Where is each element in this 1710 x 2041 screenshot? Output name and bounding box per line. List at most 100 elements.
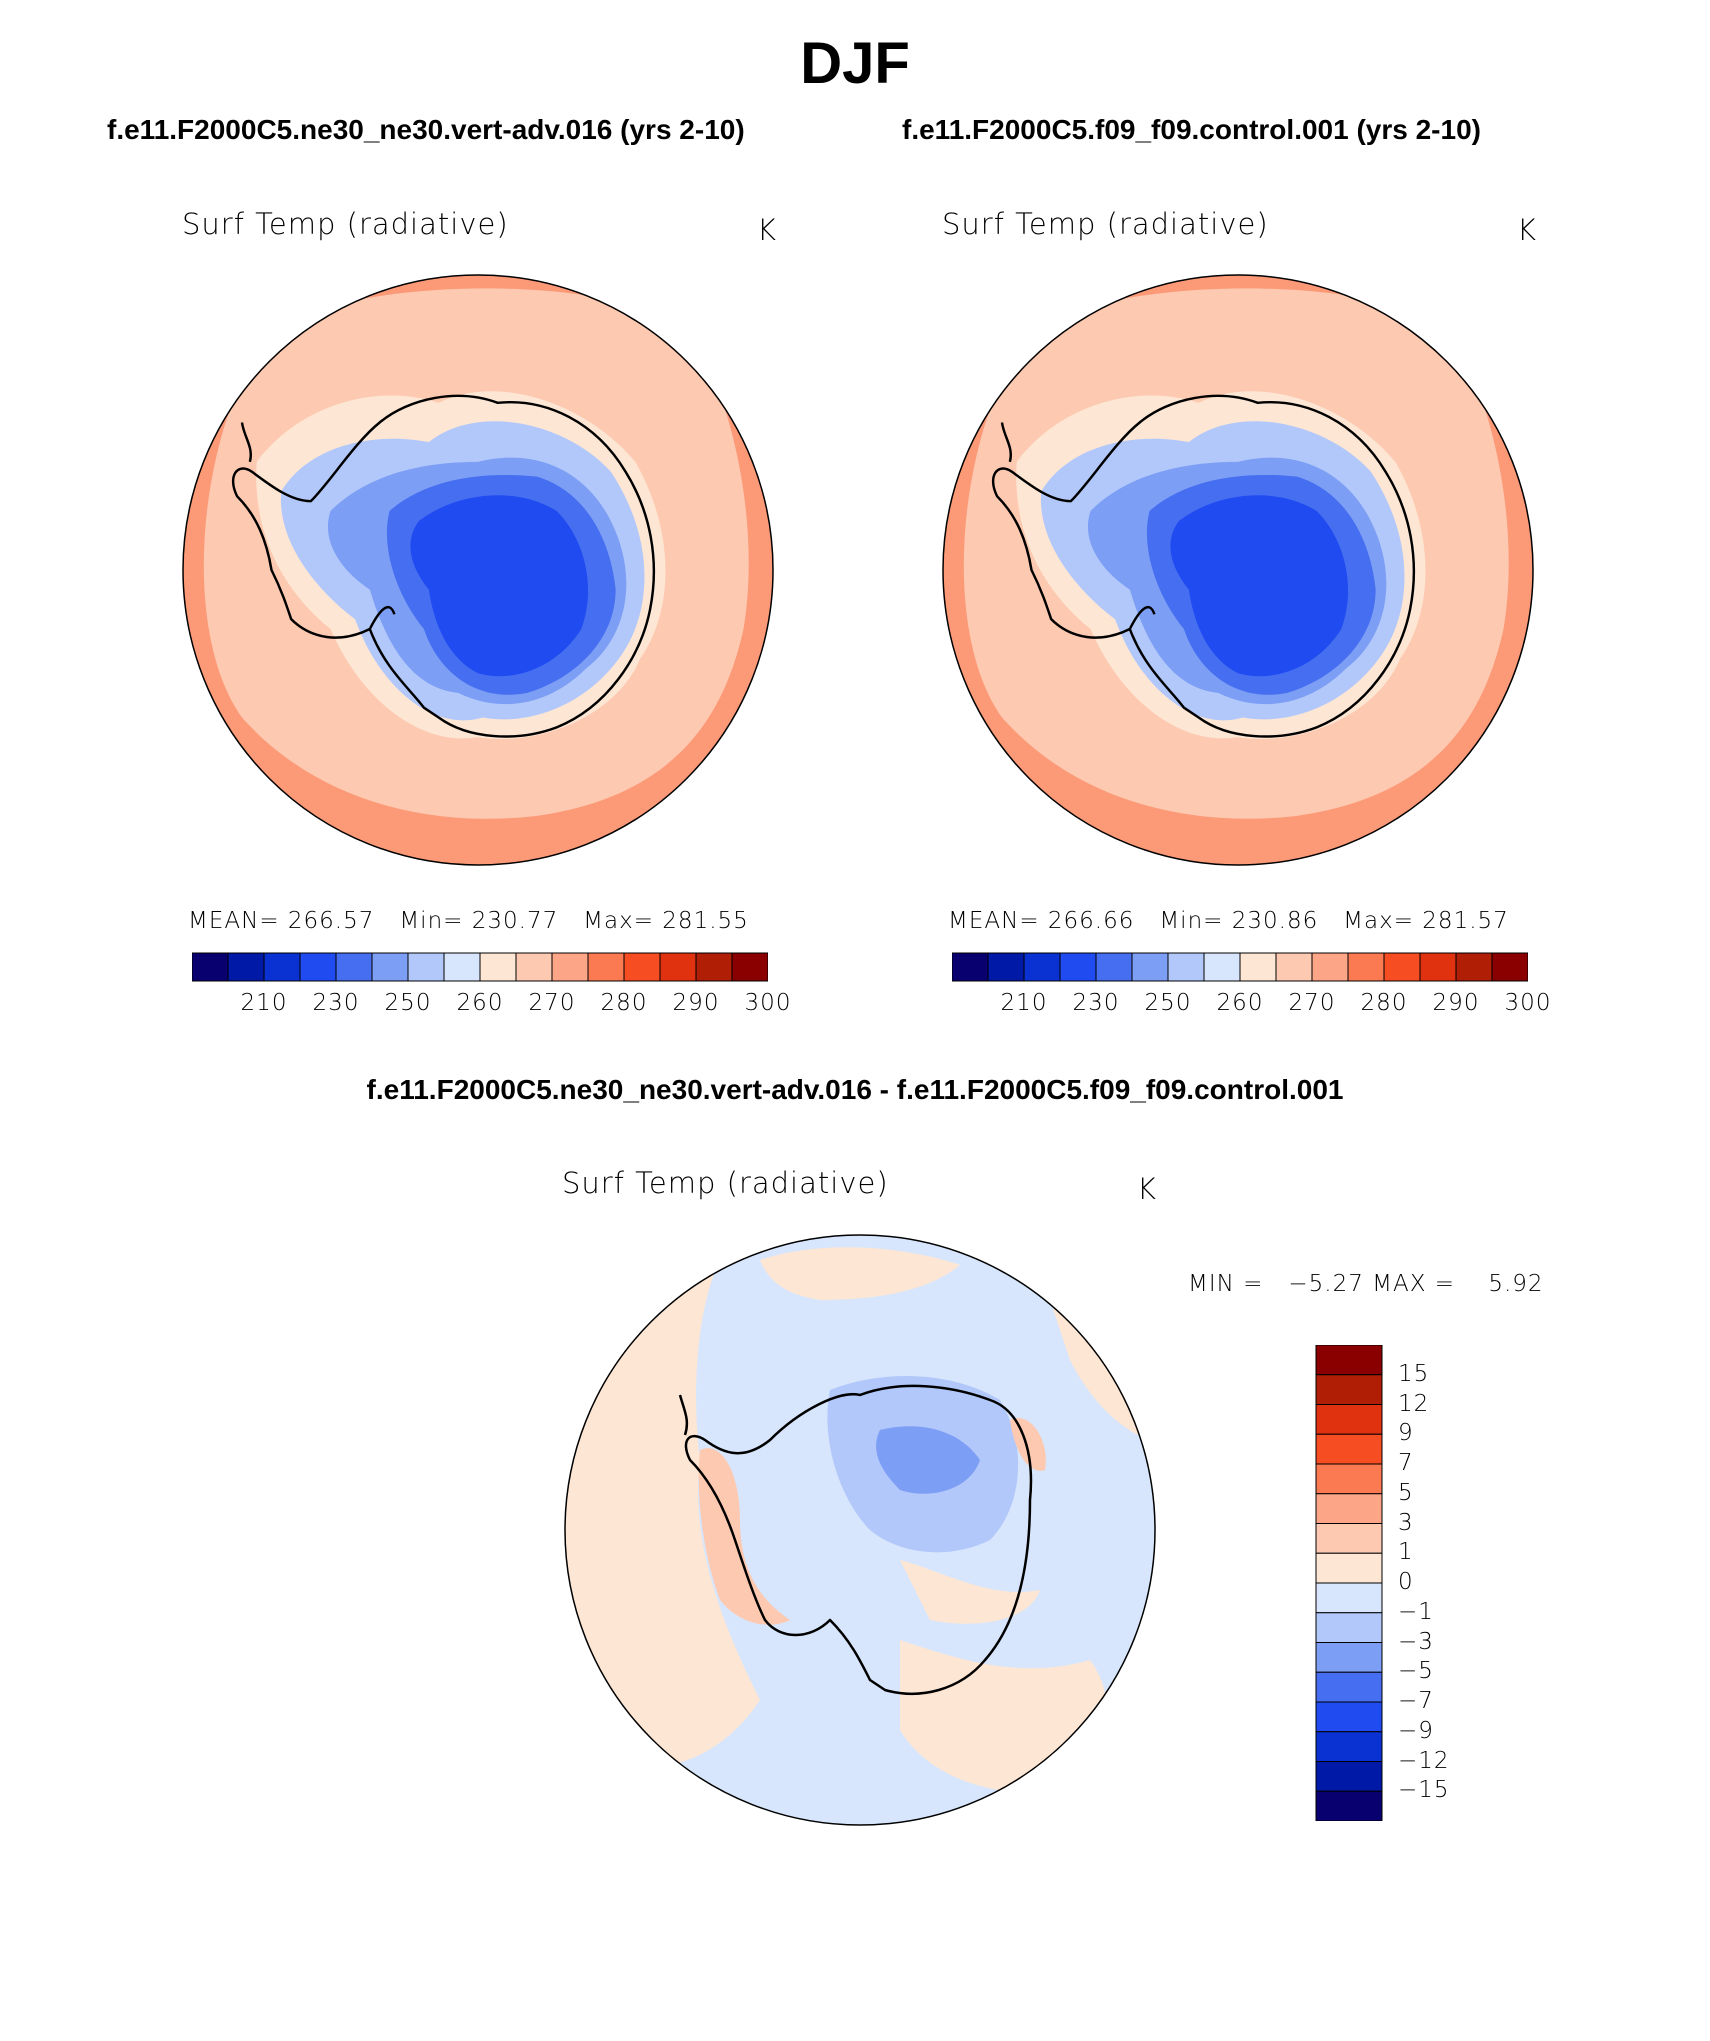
variable-label-right: Surf Temp (radiative)	[942, 207, 1269, 241]
colorbar-swatch	[407, 952, 445, 982]
units-label-left: K	[757, 213, 778, 247]
colorbar-swatch	[659, 952, 697, 982]
colorbar-tick-label: 230	[1072, 990, 1120, 1016]
colorbar-ticks-right: 210 230 250 260 270 280 290 300	[952, 990, 1551, 1020]
max-value: 281.57	[1422, 908, 1509, 934]
colorbar-swatch	[952, 952, 989, 982]
colorbar-tick-label: −12	[1398, 1747, 1450, 1774]
colorbar-tick-label: 250	[384, 990, 432, 1016]
mean-value: 266.66	[1047, 908, 1135, 934]
colorbar-swatch	[1095, 952, 1133, 982]
colorbar-tick-label: 210	[240, 990, 288, 1016]
colorbar-swatch	[263, 952, 301, 982]
colorbar-swatch	[695, 952, 733, 982]
colorbar-swatch	[1315, 1463, 1383, 1495]
colorbar-swatch	[1275, 952, 1313, 982]
colorbar-swatch	[623, 952, 661, 982]
colorbar-swatch	[1315, 1642, 1383, 1673]
colorbar-tick-label: 260	[456, 990, 504, 1016]
colorbar-swatch	[371, 952, 409, 982]
case-title-left: f.e11.F2000C5.ne30_ne30.vert-adv.016 (yr…	[107, 114, 745, 145]
diff-title: f.e11.F2000C5.ne30_ne30.vert-adv.016 - f…	[366, 1074, 1344, 1105]
colorbar-swatch	[1315, 1612, 1383, 1643]
figure-title: DJF	[800, 31, 910, 96]
colorbar-swatch	[1315, 1374, 1383, 1405]
colorbar-swatch	[1315, 1493, 1383, 1524]
colorbar-tick-label: −15	[1398, 1777, 1450, 1804]
colorbar-swatch	[1315, 1761, 1383, 1792]
colorbar-swatch	[1383, 952, 1421, 982]
mean-label: MEAN=	[188, 908, 280, 934]
colorbar-swatch	[1315, 1433, 1383, 1465]
colorbar-diff	[1315, 1345, 1383, 1821]
colorbar-tick-label: 5	[1398, 1479, 1414, 1506]
mean-value: 266.57	[287, 908, 375, 934]
colorbar-swatch	[1347, 952, 1385, 982]
colorbar-tick-label: 260	[1216, 990, 1264, 1016]
minmax-diff: MIN = −5.27 MAX = 5.92	[1188, 1271, 1544, 1297]
max-label: MAX =	[1372, 1271, 1456, 1297]
min-value: −5.27	[1288, 1271, 1364, 1297]
colorbar-swatch	[479, 952, 517, 982]
mean-label: MEAN=	[948, 908, 1040, 934]
colorbar-swatch	[551, 952, 589, 982]
colorbar-swatch	[1203, 952, 1241, 982]
colorbar-swatch	[443, 952, 481, 982]
colorbar-tick-label: 280	[600, 990, 648, 1016]
colorbar-left	[192, 952, 768, 982]
colorbar-tick-label: 290	[1432, 990, 1480, 1016]
colorbar-swatch	[1419, 952, 1457, 982]
stats-right: MEAN= 266.66 Min= 230.86 Max= 281.57	[948, 908, 1509, 934]
colorbar-tick-label: 1	[1398, 1539, 1414, 1566]
colorbar-swatch	[1311, 952, 1349, 982]
colorbar-tick-label: 210	[1000, 990, 1048, 1016]
colorbar-swatch	[1131, 952, 1169, 982]
colorbar-tick-label: −5	[1398, 1658, 1434, 1685]
colorbar-swatch	[192, 952, 229, 982]
max-value: 5.92	[1488, 1271, 1544, 1297]
min-label: MIN =	[1188, 1271, 1264, 1297]
colorbar-swatch	[1023, 952, 1061, 982]
colorbar-tick-label: 7	[1398, 1450, 1414, 1476]
colorbar-swatch	[1315, 1552, 1383, 1584]
colorbar-swatch	[1315, 1404, 1383, 1435]
colorbar-tick-label: 300	[744, 990, 792, 1016]
colorbar-tick-label: 250	[1144, 990, 1192, 1016]
max-value: 281.55	[662, 908, 749, 934]
colorbar-swatch	[1491, 952, 1528, 982]
colorbar-swatch	[299, 952, 337, 982]
colorbar-swatch	[987, 952, 1025, 982]
colorbar-tick-label: 270	[1288, 990, 1336, 1016]
colorbar-tick-label: −1	[1398, 1598, 1434, 1625]
max-label: Max=	[583, 908, 654, 934]
colorbar-ticks-left: 210 230 250 260 270 280 290 300	[192, 990, 791, 1020]
colorbar-swatch	[515, 952, 553, 982]
colorbar-tick-label: 290	[672, 990, 720, 1016]
min-value: 230.86	[1231, 908, 1319, 934]
colorbar-tick-label: 3	[1398, 1509, 1414, 1536]
colorbar-swatch	[227, 952, 265, 982]
colorbar-right	[952, 952, 1528, 982]
colorbar-swatch	[1315, 1701, 1383, 1733]
variable-label-diff: Surf Temp (radiative)	[562, 1166, 889, 1200]
colorbar-swatch	[1315, 1345, 1383, 1376]
colorbar-swatch	[335, 952, 373, 982]
colorbar-swatch	[1239, 952, 1277, 982]
colorbar-tick-label: 280	[1360, 990, 1408, 1016]
colorbar-swatch	[1059, 952, 1097, 982]
units-label-right: K	[1517, 213, 1538, 247]
min-value: 230.77	[471, 908, 559, 934]
colorbar-tick-label: 9	[1398, 1420, 1414, 1447]
colorbar-tick-label: 15	[1398, 1360, 1430, 1387]
variable-label-left: Surf Temp (radiative)	[182, 207, 509, 241]
colorbar-swatch	[731, 952, 768, 982]
colorbar-swatch	[1455, 952, 1493, 982]
colorbar-tick-label: 300	[1504, 990, 1552, 1016]
max-label: Max=	[1343, 908, 1414, 934]
min-label: Min=	[1159, 908, 1224, 934]
colorbar-tick-label: −9	[1398, 1717, 1434, 1744]
colorbar-tick-label: 230	[312, 990, 360, 1016]
colorbar-swatch	[1167, 952, 1205, 982]
units-label-diff: K	[1137, 1172, 1158, 1206]
